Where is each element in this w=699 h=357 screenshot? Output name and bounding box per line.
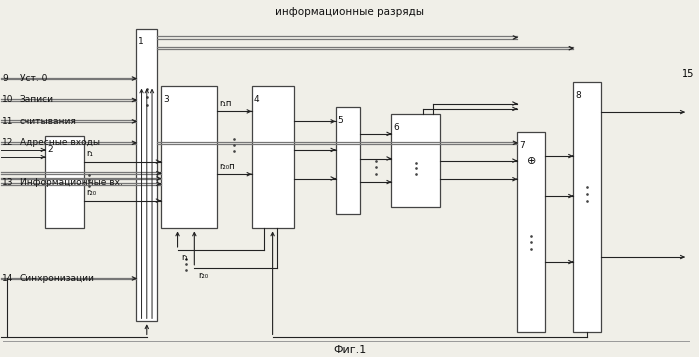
- Text: Адресные входы: Адресные входы: [20, 138, 99, 147]
- Text: r₂₀: r₂₀: [198, 271, 208, 280]
- Text: r₁п: r₁п: [219, 99, 231, 108]
- Bar: [573, 82, 601, 332]
- Bar: [45, 136, 84, 228]
- Text: 4: 4: [254, 95, 259, 104]
- Text: r₁: r₁: [181, 253, 188, 262]
- Text: Информационные вх.: Информационные вх.: [20, 177, 122, 187]
- Text: 9: 9: [2, 74, 8, 83]
- Text: 5: 5: [338, 116, 343, 125]
- Text: ⊕: ⊕: [526, 156, 536, 166]
- Text: Уст. 0: Уст. 0: [20, 74, 47, 83]
- Text: 11: 11: [2, 117, 13, 126]
- Text: 7: 7: [519, 141, 525, 150]
- Text: r₂₀: r₂₀: [86, 188, 96, 197]
- Text: 14: 14: [2, 274, 13, 283]
- Bar: [391, 114, 440, 207]
- Bar: [517, 132, 545, 332]
- Bar: [136, 29, 157, 321]
- Text: 13: 13: [2, 177, 13, 187]
- Text: 2: 2: [48, 145, 53, 154]
- Text: 12: 12: [2, 138, 13, 147]
- Text: 1: 1: [138, 37, 144, 46]
- Text: считывания: считывания: [20, 117, 76, 126]
- Text: 8: 8: [575, 91, 581, 100]
- Bar: [161, 86, 217, 228]
- Text: Фиг.1: Фиг.1: [333, 345, 366, 355]
- Bar: [252, 86, 294, 228]
- Bar: [336, 107, 360, 214]
- Text: 6: 6: [394, 123, 399, 132]
- Text: Записи: Записи: [20, 95, 54, 105]
- Text: r₁: r₁: [86, 149, 93, 158]
- Text: 15: 15: [682, 69, 695, 79]
- Text: 10: 10: [2, 95, 13, 105]
- Text: информационные разряды: информационные разряды: [275, 7, 424, 17]
- Text: 3: 3: [163, 95, 168, 104]
- Text: r₂₀п: r₂₀п: [219, 162, 234, 171]
- Text: Синхронизации: Синхронизации: [20, 274, 94, 283]
